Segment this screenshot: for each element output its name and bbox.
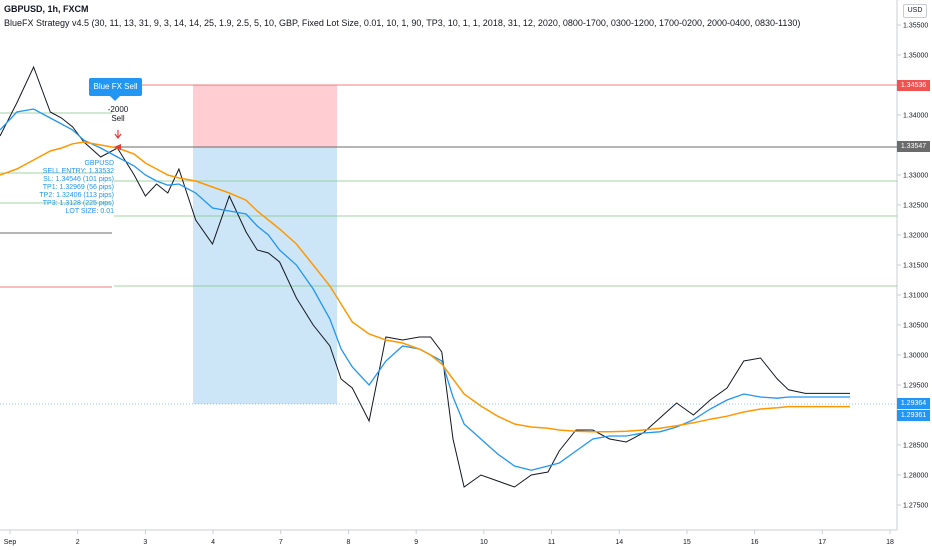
x-tick-label: 18 bbox=[886, 539, 894, 546]
y-tick-label: 1.28000 bbox=[903, 473, 928, 480]
x-tick-label: 15 bbox=[683, 539, 691, 546]
entry-marker-icon bbox=[114, 144, 121, 150]
y-tick-label: 1.31000 bbox=[903, 293, 928, 300]
sell-signal-button[interactable]: Blue FX Sell bbox=[89, 78, 142, 96]
y-tick-label: 1.33000 bbox=[903, 173, 928, 180]
price-scale[interactable] bbox=[897, 0, 932, 550]
entry-price-label: 1.33547 bbox=[897, 141, 930, 152]
trade-info-line: SELL ENTRY: 1.33532 bbox=[42, 168, 114, 175]
x-tick-label: 17 bbox=[818, 539, 826, 546]
trade-info-panel: GBPUSD SELL ENTRY: 1.33532 SL: 1.34546 (… bbox=[20, 160, 114, 216]
y-tick-label: 1.29500 bbox=[903, 383, 928, 390]
x-tick-label: 16 bbox=[751, 539, 759, 546]
current-price-label-bottom: 1.29361 bbox=[897, 410, 930, 421]
y-tick-label: 1.35000 bbox=[903, 53, 928, 60]
y-tick-label: 1.32000 bbox=[903, 233, 928, 240]
sell-arrow-icon bbox=[114, 130, 122, 139]
y-tick-label: 1.32500 bbox=[903, 203, 928, 210]
symbol-title: GBPUSD, 1h, FXCM bbox=[4, 4, 89, 14]
stop-loss-price-label: 1.34536 bbox=[897, 80, 930, 91]
y-tick-label: 1.27500 bbox=[903, 503, 928, 510]
x-tick-label: 9 bbox=[414, 539, 418, 546]
target-zone bbox=[193, 147, 337, 404]
trade-info-line: SL: 1.34546 (101 pips) bbox=[43, 176, 114, 183]
x-tick-label: 10 bbox=[480, 539, 488, 546]
trade-info-line: GBPUSD bbox=[84, 160, 114, 167]
x-tick-label: 11 bbox=[548, 539, 555, 546]
y-tick-label: 1.30500 bbox=[903, 323, 928, 330]
x-tick-label: 2 bbox=[76, 539, 80, 546]
signal-amount: -2000 bbox=[107, 105, 129, 114]
x-tick-label: 14 bbox=[615, 539, 623, 546]
y-tick-label: 1.35500 bbox=[903, 23, 928, 30]
y-tick-label: 1.34000 bbox=[903, 113, 928, 120]
trade-info-line: TP3: 1.3128 (225 pips) bbox=[42, 200, 114, 207]
currency-button[interactable]: USD bbox=[903, 4, 927, 18]
y-tick-label: 1.31500 bbox=[903, 263, 928, 270]
indicator-title: BlueFX Strategy v4.5 (30, 11, 13, 31, 9,… bbox=[4, 18, 801, 28]
trade-info-line: TP1: 1.32969 (56 pips) bbox=[42, 184, 114, 191]
fast-ma-line[interactable] bbox=[0, 108, 850, 471]
y-axis-ticks: 1.355001.350001.345001.340001.335001.330… bbox=[897, 23, 928, 510]
x-axis-ticks: Sep 2 3 4 7 8 9 10 11 14 15 16 17 18 bbox=[4, 530, 894, 546]
price-series-line[interactable] bbox=[0, 65, 850, 488]
y-tick-label: 1.28500 bbox=[903, 443, 928, 450]
sell-signal-pointer-icon bbox=[110, 96, 120, 101]
signal-side: Sell bbox=[111, 114, 125, 123]
slow-ma-line[interactable] bbox=[0, 141, 850, 433]
trade-info-line: TP2: 1.32406 (113 pips) bbox=[39, 192, 114, 199]
x-tick-label: 8 bbox=[347, 539, 351, 546]
x-tick-label: 3 bbox=[143, 539, 147, 546]
x-tick-label: Sep bbox=[4, 539, 17, 546]
x-tick-label: 4 bbox=[211, 539, 215, 546]
trade-info-line: LOT SIZE: 0.01 bbox=[65, 208, 114, 215]
y-tick-label: 1.30000 bbox=[903, 353, 928, 360]
stop-loss-zone bbox=[193, 85, 337, 147]
x-tick-label: 7 bbox=[279, 539, 283, 546]
current-price-label-top: 1.29364 bbox=[897, 398, 930, 409]
